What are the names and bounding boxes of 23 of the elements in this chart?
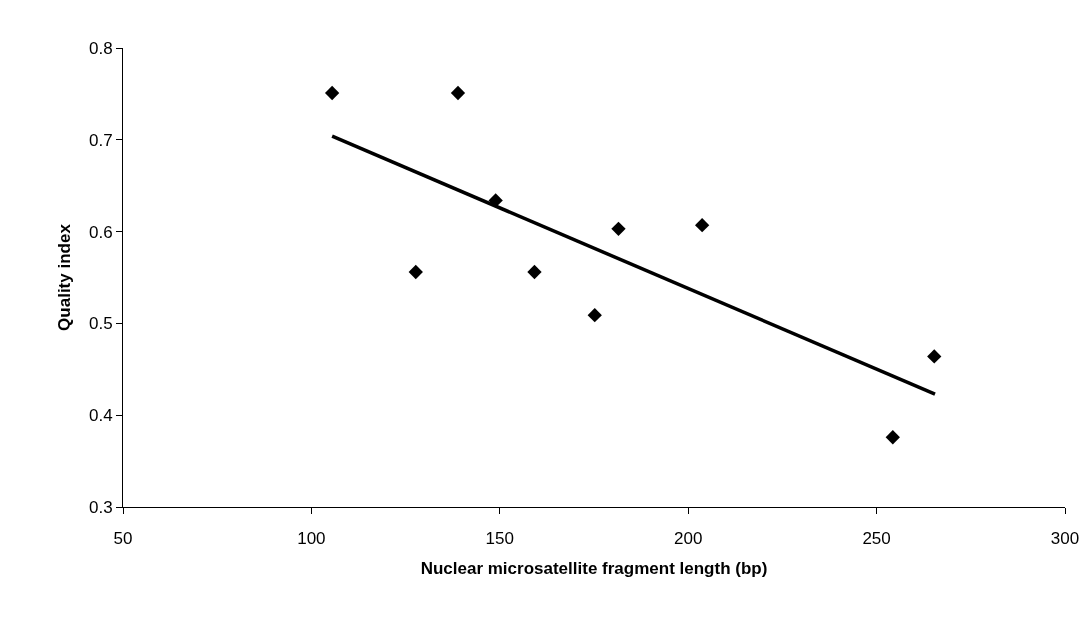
y-axis-title: Quality index xyxy=(54,223,74,331)
y-tick-label: 0.8 xyxy=(88,38,113,58)
x-tick-label: 50 xyxy=(113,529,133,549)
point xyxy=(527,264,542,280)
y-tick-label: 0.3 xyxy=(88,497,113,517)
point xyxy=(408,264,423,280)
x-tick-label: 150 xyxy=(485,529,514,549)
x-axis-title: Nuclear microsatellite fragment length (bp) xyxy=(420,558,768,578)
y-tick-label: 0.5 xyxy=(88,314,113,334)
point xyxy=(611,221,626,236)
point xyxy=(885,430,900,445)
y-tick-label: 0.7 xyxy=(88,130,113,150)
point xyxy=(927,349,942,364)
point xyxy=(450,85,466,101)
point xyxy=(324,85,340,101)
y-tick-label: 0.4 xyxy=(88,406,113,426)
x-tick-label: 250 xyxy=(862,529,891,549)
y-tick-label: 0.6 xyxy=(88,222,113,242)
x-tick-label: 300 xyxy=(1050,529,1080,549)
x-tick-label: 100 xyxy=(297,529,326,549)
point xyxy=(694,218,710,233)
x-tick-label: 200 xyxy=(674,529,703,549)
point xyxy=(587,307,602,323)
